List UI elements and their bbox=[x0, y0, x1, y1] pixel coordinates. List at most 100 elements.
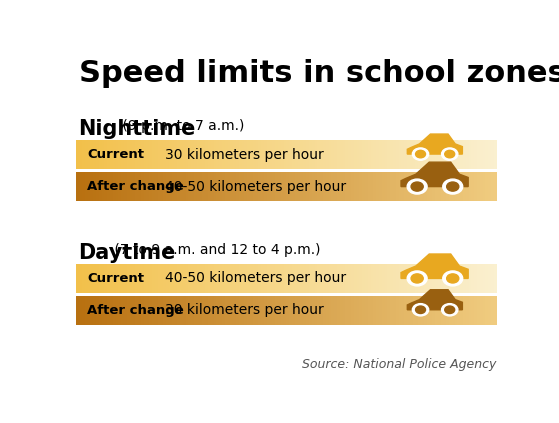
Bar bbox=[382, 264, 385, 293]
Bar bbox=[290, 172, 292, 201]
Bar bbox=[485, 140, 489, 169]
Bar bbox=[454, 296, 458, 325]
Bar bbox=[432, 296, 435, 325]
Bar bbox=[222, 296, 225, 325]
Bar bbox=[390, 296, 394, 325]
Bar bbox=[371, 140, 374, 169]
Bar bbox=[177, 296, 181, 325]
Bar bbox=[141, 264, 144, 293]
Bar bbox=[435, 296, 438, 325]
Bar bbox=[216, 172, 220, 201]
Bar bbox=[107, 296, 111, 325]
Bar bbox=[183, 172, 186, 201]
Circle shape bbox=[443, 271, 463, 286]
Bar bbox=[449, 172, 452, 201]
Bar bbox=[413, 172, 416, 201]
Bar bbox=[163, 264, 167, 293]
Circle shape bbox=[442, 304, 458, 316]
Bar bbox=[413, 264, 416, 293]
Bar bbox=[320, 296, 323, 325]
Bar bbox=[368, 172, 371, 201]
Bar bbox=[427, 296, 430, 325]
Bar bbox=[183, 264, 186, 293]
Bar bbox=[119, 172, 122, 201]
Bar bbox=[477, 264, 480, 293]
Bar bbox=[211, 140, 214, 169]
Bar bbox=[376, 172, 380, 201]
Bar bbox=[267, 140, 270, 169]
Bar bbox=[301, 296, 304, 325]
Bar bbox=[239, 172, 242, 201]
Bar bbox=[471, 264, 475, 293]
Bar bbox=[99, 140, 102, 169]
Bar bbox=[113, 172, 116, 201]
Bar bbox=[79, 296, 82, 325]
Bar bbox=[85, 140, 88, 169]
Bar bbox=[244, 172, 248, 201]
Bar bbox=[138, 140, 141, 169]
Text: 30 kilometers per hour: 30 kilometers per hour bbox=[165, 303, 324, 317]
Bar bbox=[250, 264, 253, 293]
Bar bbox=[340, 172, 343, 201]
Bar bbox=[194, 172, 197, 201]
Bar bbox=[365, 264, 368, 293]
Bar bbox=[418, 264, 421, 293]
Bar bbox=[230, 264, 234, 293]
Bar bbox=[283, 296, 287, 325]
Bar bbox=[334, 264, 337, 293]
Bar bbox=[121, 140, 125, 169]
Bar bbox=[99, 172, 102, 201]
Bar bbox=[261, 264, 264, 293]
Bar bbox=[440, 264, 444, 293]
Bar bbox=[119, 296, 122, 325]
Bar bbox=[255, 296, 259, 325]
Bar bbox=[208, 140, 211, 169]
Bar bbox=[96, 296, 99, 325]
Bar bbox=[241, 172, 245, 201]
Bar bbox=[188, 264, 192, 293]
Bar bbox=[247, 296, 250, 325]
Bar bbox=[241, 140, 245, 169]
Bar bbox=[91, 172, 93, 201]
Bar bbox=[337, 264, 340, 293]
Bar bbox=[119, 264, 122, 293]
Bar bbox=[315, 172, 318, 201]
Bar bbox=[261, 296, 264, 325]
Bar bbox=[116, 172, 119, 201]
Bar bbox=[172, 264, 175, 293]
Bar bbox=[93, 264, 96, 293]
Bar bbox=[261, 140, 264, 169]
Bar bbox=[99, 296, 102, 325]
Bar bbox=[132, 296, 136, 325]
Bar bbox=[267, 264, 270, 293]
Bar bbox=[158, 264, 161, 293]
Bar bbox=[312, 172, 315, 201]
Bar bbox=[188, 172, 192, 201]
Bar bbox=[250, 296, 253, 325]
Bar bbox=[132, 172, 136, 201]
Bar bbox=[387, 296, 391, 325]
Bar bbox=[82, 296, 85, 325]
Bar bbox=[454, 264, 458, 293]
Bar bbox=[77, 140, 79, 169]
Bar bbox=[320, 172, 323, 201]
Bar bbox=[116, 140, 119, 169]
Bar bbox=[177, 140, 181, 169]
Bar bbox=[186, 264, 189, 293]
Bar bbox=[435, 140, 438, 169]
Bar bbox=[471, 140, 475, 169]
Bar bbox=[205, 172, 209, 201]
Circle shape bbox=[407, 179, 427, 194]
Bar bbox=[413, 140, 416, 169]
Bar bbox=[191, 296, 195, 325]
Bar bbox=[413, 296, 416, 325]
Bar bbox=[110, 172, 113, 201]
Bar bbox=[298, 172, 301, 201]
Bar bbox=[82, 264, 85, 293]
Bar bbox=[295, 264, 298, 293]
Bar bbox=[315, 264, 318, 293]
Bar bbox=[306, 140, 309, 169]
Bar bbox=[446, 264, 449, 293]
Bar bbox=[269, 264, 273, 293]
Bar bbox=[247, 264, 250, 293]
